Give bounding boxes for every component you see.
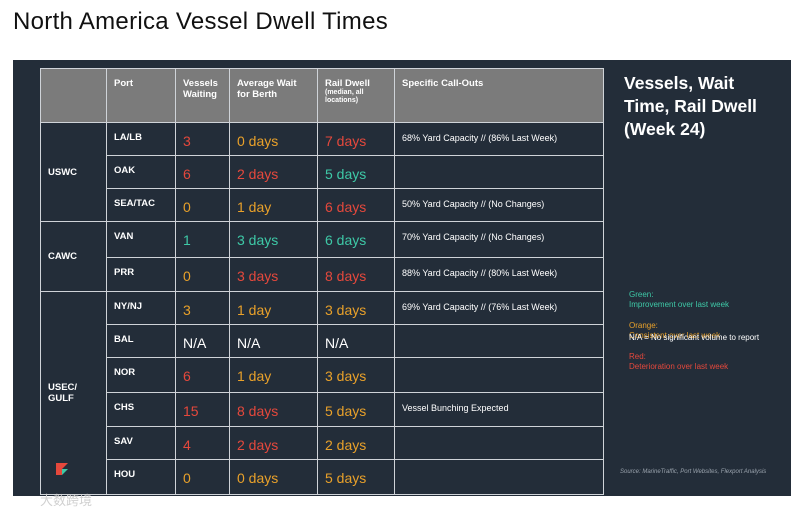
port-cell: CHS (106, 392, 176, 427)
header-cell: Average Wait for Berth (229, 68, 318, 123)
callout-cell: Vessel Bunching Expected (394, 392, 604, 427)
region-cell: USWC (40, 122, 107, 222)
legend-item: Green: Improvement over last week (629, 290, 789, 310)
port-cell: LA/LB (106, 122, 176, 156)
table-row: NOR 6 1 day 3 days (41, 357, 604, 393)
callout-cell: 68% Yard Capacity // (86% Last Week) (394, 122, 604, 156)
value-cell: 2 days (229, 426, 318, 460)
callout-cell (394, 155, 604, 189)
value-cell: 7 days (317, 122, 395, 156)
legend-item: Orange: Consistent over last week (629, 321, 789, 341)
table-row: SAV 4 2 days 2 days (41, 426, 604, 460)
region-cell: CAWC (40, 221, 107, 292)
value-cell: 0 (175, 459, 230, 495)
value-cell: 0 days (229, 459, 318, 495)
legend-label: Orange: (629, 321, 658, 330)
callout-cell: 69% Yard Capacity // (76% Last Week) (394, 291, 604, 325)
value-cell: 6 (175, 155, 230, 189)
table-row: BAL N/A N/A N/A (41, 324, 604, 358)
header-row: Port Vessels Waiting Average Wait for Bert… (40, 68, 604, 123)
table-row: OAK 6 2 days 5 days (41, 155, 604, 189)
value-cell: 2 days (229, 155, 318, 189)
value-cell: 8 days (229, 392, 318, 427)
header-cell: Vessels Waiting (175, 68, 230, 123)
callout-cell (394, 324, 604, 358)
legend-text: Improvement over last week (629, 300, 730, 309)
value-cell: 5 days (317, 459, 395, 495)
callout-cell: 50% Yard Capacity // (No Changes) (394, 188, 604, 222)
value-cell: N/A (317, 324, 395, 358)
port-cell: NY/NJ (106, 291, 176, 325)
legend: Vessels, Wait Time, Rail Dwell (Week 24)… (624, 72, 784, 371)
port-cell: OAK (106, 155, 176, 189)
source: Source: MarineTraffic, Port Websites, Fl… (620, 469, 767, 475)
dwell-table: Port Vessels Waiting Average Wait for Bert… (40, 68, 604, 495)
port-cell: SEA/TAC (106, 188, 176, 222)
watermark: 大数跨境 (40, 493, 93, 508)
value-cell: 6 days (317, 188, 395, 222)
port-cell: SAV (106, 426, 176, 460)
port-cell: VAN (106, 221, 176, 258)
panel: Port Vessels Waiting Average Wait for Bert… (13, 60, 791, 496)
header-cell: Specific Call-Outs (394, 68, 604, 123)
value-cell: 3 days (317, 357, 395, 393)
table-row: USWC LA/LB 3 0 days 7 days 68% Yard Capacity … (40, 122, 604, 222)
port-cell: PRR (106, 257, 176, 292)
header-cell: Rail Dwell (median, all locations) (317, 68, 395, 123)
value-cell: 2 days (317, 426, 395, 460)
table-row: USEC/ GULF NY/NJ 3 1 day 3 days 69% Yard Capa… (40, 291, 604, 495)
legend-title: Vessels, Wait Time, Rail Dwell (Week 24) (624, 73, 757, 139)
callout-cell (394, 357, 604, 393)
value-cell: 4 (175, 426, 230, 460)
value-cell: 6 days (317, 221, 395, 258)
port-cell: BAL (106, 324, 176, 358)
value-cell: 6 (175, 357, 230, 393)
value-cell: 1 day (229, 357, 318, 393)
legend-item: Red: Deterioration over last week (629, 352, 789, 372)
value-cell: 5 days (317, 392, 395, 427)
legend-text: Deterioration over last week (629, 362, 729, 371)
value-cell: 5 days (317, 155, 395, 189)
table-row: CHS 15 8 days 5 days Vessel Bunching Expecte… (41, 392, 604, 427)
value-cell: 8 days (317, 257, 395, 292)
legend-label: Green: (629, 290, 654, 299)
na-note: N/A = No significant volume to report (629, 333, 760, 342)
header-cell (40, 68, 107, 123)
table-row: HOU 0 0 days 5 days (41, 459, 604, 495)
port-cell: HOU (106, 459, 176, 495)
value-cell: 3 days (317, 291, 395, 325)
value-cell: 0 days (229, 122, 318, 156)
table-row: CAWC VAN 1 3 days 6 days 70% Yard Capacity //… (40, 221, 604, 292)
callout-cell: 70% Yard Capacity // (No Changes) (394, 221, 604, 258)
value-cell: 3 (175, 291, 230, 325)
value-cell: N/A (175, 324, 230, 358)
callout-cell (394, 426, 604, 460)
port-cell: NOR (106, 357, 176, 393)
value-cell: 0 (175, 188, 230, 222)
header-note: (median, all locations) (325, 89, 364, 104)
table-row: SEA/TAC 0 1 day 6 days 50% Yard Capacity // … (41, 188, 604, 222)
value-cell: 3 (175, 122, 230, 156)
legend-label: Red: (629, 352, 646, 361)
value-cell: 15 (175, 392, 230, 427)
callout-cell (394, 459, 604, 495)
legend-text: Consistent over last week (629, 331, 721, 340)
value-cell: 1 (175, 221, 230, 258)
value-cell: 0 (175, 257, 230, 292)
region-cell: USEC/ GULF (40, 291, 107, 495)
value-cell: 3 days (229, 221, 318, 258)
header-cell: Port (106, 68, 176, 123)
value-cell: N/A (229, 324, 318, 358)
table-row: PRR 0 3 days 8 days 88% Yard Capacity // (80… (41, 257, 604, 292)
callout-cell: 88% Yard Capacity // (80% Last Week) (394, 257, 604, 292)
value-cell: 1 day (229, 291, 318, 325)
logo (56, 463, 68, 475)
value-cell: 1 day (229, 188, 318, 222)
value-cell: 3 days (229, 257, 318, 292)
page-title: North America Vessel Dwell Times (13, 8, 389, 35)
